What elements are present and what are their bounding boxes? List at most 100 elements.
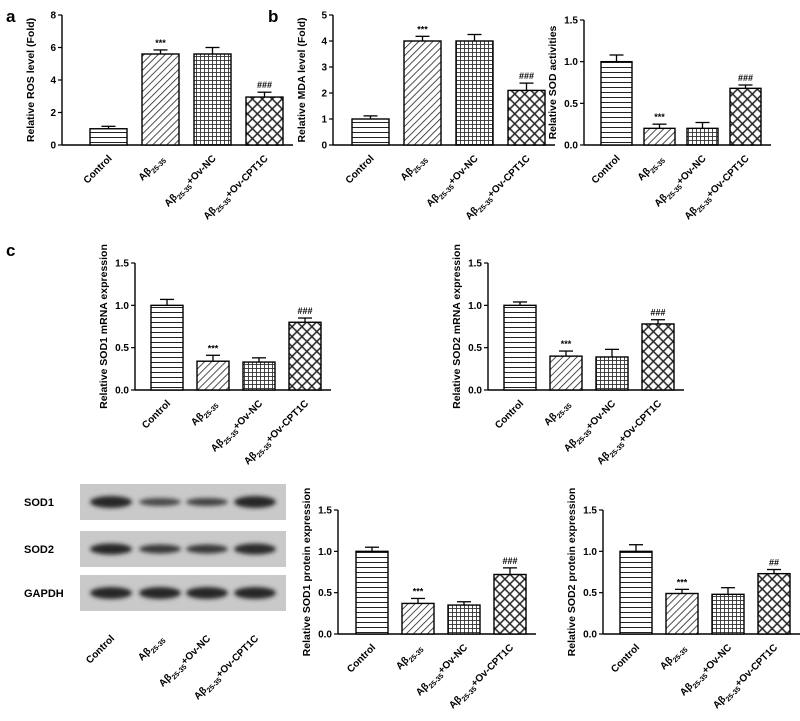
y-tick-label: 1.5 xyxy=(318,506,332,517)
category-label-blot-control: Control xyxy=(84,633,117,666)
bar-control xyxy=(503,304,537,391)
panel-label-b: b xyxy=(268,7,278,26)
bar-control xyxy=(150,304,184,391)
significance-mark: ### xyxy=(519,71,534,81)
blot-label-sod2: SOD2 xyxy=(24,544,54,556)
bar-abeta-ov-nc xyxy=(686,127,719,146)
category-label-control: Control xyxy=(590,153,623,186)
significance-mark: ### xyxy=(650,308,665,318)
category-label-abeta: Aβ25-35 xyxy=(658,642,689,673)
blot-band xyxy=(186,587,228,599)
blot-band xyxy=(186,498,228,506)
y-tick-label: 4 xyxy=(321,37,327,48)
category-label-control: Control xyxy=(345,642,378,675)
bar-abeta xyxy=(643,127,676,146)
y-tick-label: 1.0 xyxy=(583,547,597,558)
y-tick-label: 6 xyxy=(50,43,56,54)
chart-sod1-mrna: 0.0 0.5 1.0 1.5 Relative SOD1 mRNA expressio… xyxy=(98,244,331,467)
blot-band xyxy=(139,544,181,554)
category-label-control: Control xyxy=(609,642,642,675)
y-tick-label: 0.5 xyxy=(115,343,129,354)
category-label-control: Control xyxy=(344,153,377,186)
y-tick-label: 1 xyxy=(321,115,327,126)
blot-band xyxy=(90,587,132,599)
y-tick-label: 1.5 xyxy=(468,259,482,270)
y-tick-label: 1.0 xyxy=(564,57,578,68)
chart-mda-level: 0 1 2 3 4 5 Relative MDA level (Fold) Control **… xyxy=(296,11,555,222)
y-tick-label: 0.5 xyxy=(583,588,597,599)
y-axis-title: Relative SOD1 mRNA expression xyxy=(98,244,110,409)
blot-band xyxy=(139,498,181,506)
blot-band xyxy=(90,543,132,555)
y-tick-label: 5 xyxy=(321,11,327,22)
bar-control xyxy=(619,550,653,635)
y-axis-title: Relative SOD2 mRNA expression xyxy=(451,244,463,409)
bar-abeta-ov-cpt1c xyxy=(493,573,527,635)
category-label-abeta: Aβ25-35 xyxy=(636,153,667,184)
chart-sod2-mrna: 0.0 0.5 1.0 1.5 Relative SOD2 mRNA expressio… xyxy=(451,244,684,467)
significance-mark: ### xyxy=(502,556,517,566)
y-axis-title: Relative SOD activities xyxy=(547,25,559,139)
bar-abeta-ov-cpt1c xyxy=(288,321,322,391)
bar-abeta xyxy=(403,40,442,146)
chart-sod-activities: 0.0 0.5 1.0 1.5 Relative SOD activities Contr… xyxy=(547,16,771,222)
blot-band xyxy=(234,587,276,599)
panel-label-c: c xyxy=(6,241,15,260)
significance-mark: *** xyxy=(417,24,428,34)
significance-mark: *** xyxy=(561,339,572,349)
significance-mark: ### xyxy=(297,306,312,316)
blot-band xyxy=(186,544,228,554)
chart-sod1-protein: 0.0 0.5 1.0 1.5 Relative SOD1 protein expres… xyxy=(301,488,536,711)
chart-ros-level: 0 2 4 6 8 Relative ROS level (Fold) Control ***… xyxy=(25,11,293,222)
bar-abeta-ov-nc xyxy=(595,356,629,391)
blot-label-gapdh: GAPDH xyxy=(24,588,64,600)
category-label-control: Control xyxy=(493,398,526,431)
bar-abeta xyxy=(401,602,435,635)
category-label-abeta: Aβ25-35 xyxy=(137,153,168,184)
y-axis-title: Relative MDA level (Fold) xyxy=(296,17,308,142)
bar-abeta-ov-cpt1c xyxy=(757,572,791,635)
category-label-control: Control xyxy=(140,398,173,431)
significance-mark: *** xyxy=(677,577,688,587)
bar-control xyxy=(600,60,633,146)
bar-abeta xyxy=(141,53,180,146)
bar-abeta xyxy=(665,592,699,635)
y-tick-label: 0.0 xyxy=(115,386,129,397)
significance-mark: *** xyxy=(208,343,219,353)
y-tick-label: 0.5 xyxy=(468,343,482,354)
y-axis-title: Relative SOD2 protein expression xyxy=(566,488,578,657)
y-tick-label: 1.5 xyxy=(564,16,578,27)
significance-mark: ### xyxy=(738,73,753,83)
bar-abeta-ov-nc xyxy=(711,593,745,635)
y-tick-label: 1.5 xyxy=(115,259,129,270)
y-tick-label: 1.0 xyxy=(115,301,129,312)
bar-control xyxy=(89,128,128,146)
y-axis-title: Relative ROS level (Fold) xyxy=(25,18,37,142)
y-tick-label: 1.5 xyxy=(583,506,597,517)
y-tick-label: 3 xyxy=(321,63,327,74)
category-label-control: Control xyxy=(82,153,115,186)
y-tick-label: 0 xyxy=(321,141,327,152)
bar-abeta-ov-nc xyxy=(447,604,481,635)
y-tick-label: 0.5 xyxy=(564,99,578,110)
bar-abeta-ov-cpt1c xyxy=(507,89,546,146)
panel-label-a: a xyxy=(6,7,16,26)
y-tick-label: 0 xyxy=(50,141,56,152)
bar-abeta xyxy=(196,360,230,391)
bar-abeta xyxy=(549,355,583,391)
category-label-abeta: Aβ25-35 xyxy=(394,642,425,673)
bar-abeta-ov-cpt1c xyxy=(245,96,284,146)
y-tick-label: 0.0 xyxy=(318,630,332,641)
bar-abeta-ov-nc xyxy=(455,40,494,146)
bar-abeta-ov-nc xyxy=(242,361,276,391)
blot-band xyxy=(90,496,132,508)
blot-label-sod1: SOD1 xyxy=(24,497,54,509)
blot-band xyxy=(234,496,276,508)
significance-mark: *** xyxy=(413,586,424,596)
y-tick-label: 0.0 xyxy=(468,386,482,397)
significance-mark: *** xyxy=(654,112,665,122)
bar-control xyxy=(355,550,389,635)
y-tick-label: 0.0 xyxy=(564,141,578,152)
